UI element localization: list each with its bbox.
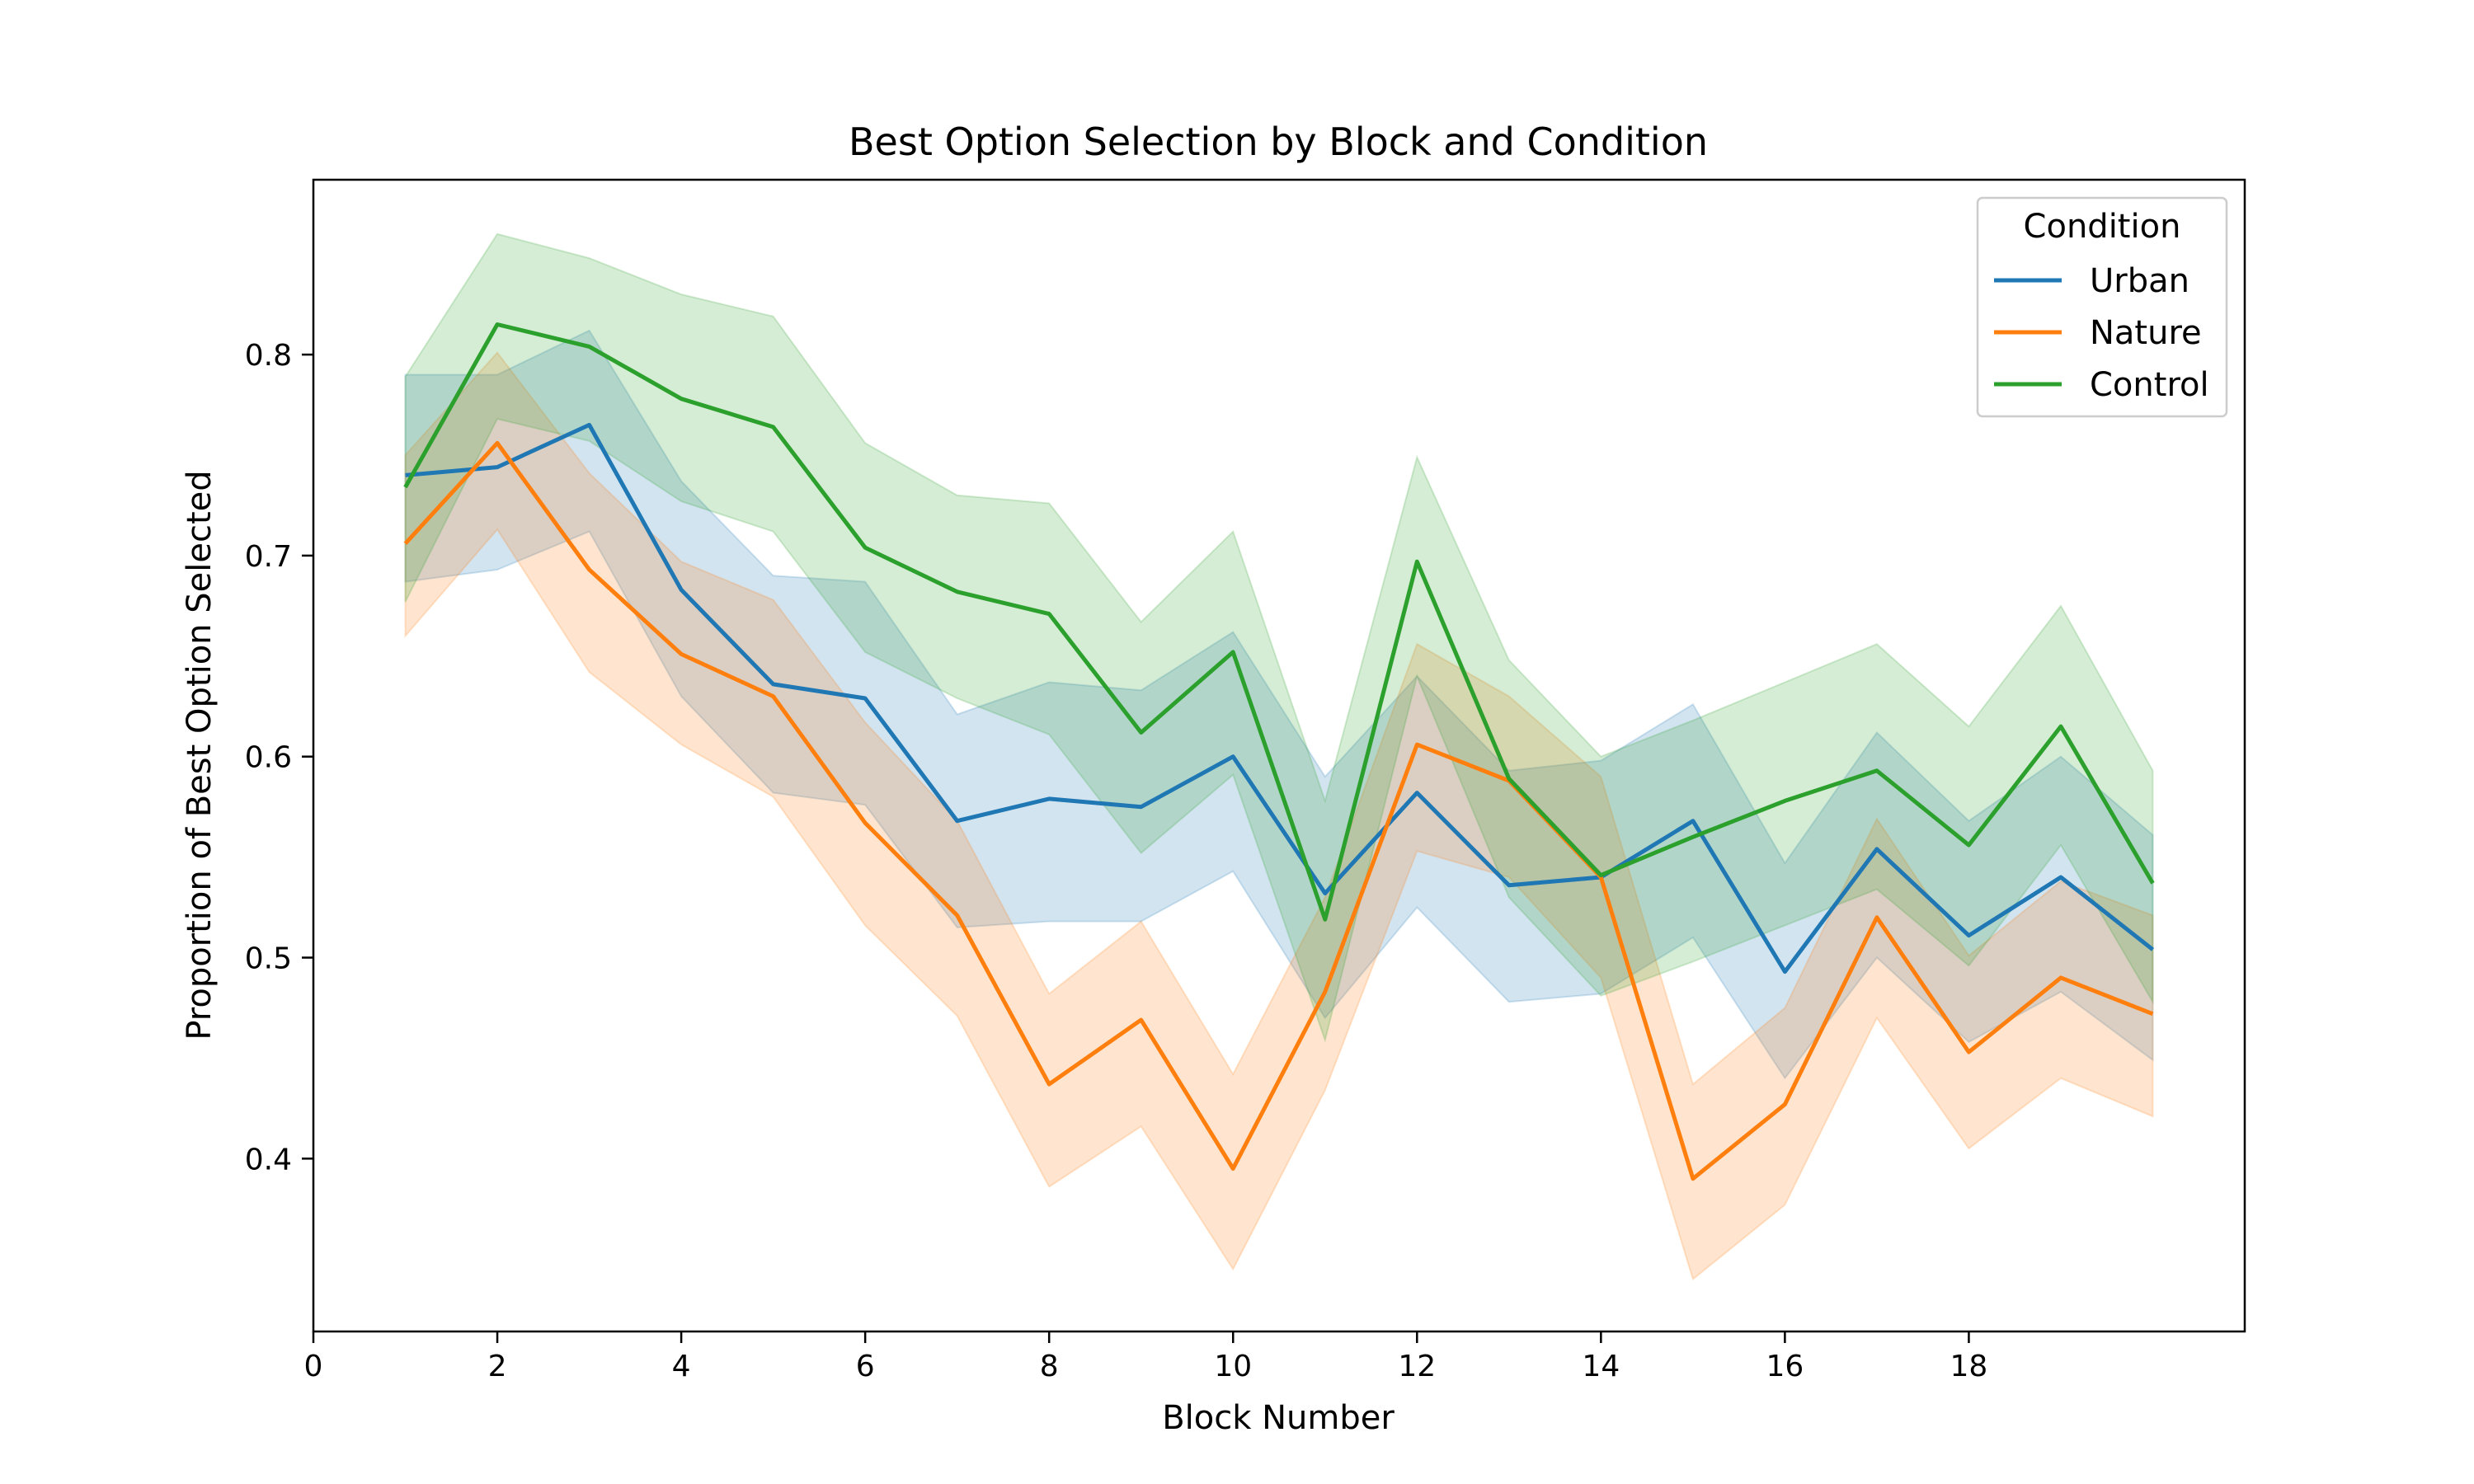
legend-label-nature: Nature: [2090, 314, 2202, 352]
legend-label-urban: Urban: [2090, 262, 2189, 300]
legend-title: Condition: [2024, 208, 2181, 246]
control-confidence-band: [404, 232, 2154, 1043]
y-tick-label: 0.5: [245, 942, 292, 976]
urban-series-line: [405, 422, 2155, 974]
x-tick-label: 2: [488, 1350, 507, 1383]
x-axis-label: Block Number: [1162, 1399, 1395, 1437]
legend: Condition Urban Nature Control: [1976, 196, 2228, 418]
legend-label-control: Control: [2090, 366, 2209, 404]
control-series-line: [403, 322, 2155, 922]
y-tick-label: 0.8: [245, 339, 292, 373]
y-axis-ticks: 0.4 0.5 0.6 0.7 0.8: [245, 339, 313, 1176]
chart-title: Best Option Selection by Block and Condi…: [849, 120, 1708, 164]
x-tick-label: 8: [1040, 1350, 1059, 1383]
x-tick-label: 16: [1766, 1350, 1804, 1383]
x-axis-ticks: 0 2 4 6 8 10 12 14 16 18: [304, 1331, 1988, 1383]
x-tick-label: 10: [1214, 1350, 1252, 1383]
nature-series-line: [403, 440, 2154, 1181]
y-tick-label: 0.6: [245, 741, 292, 775]
x-tick-label: 14: [1582, 1350, 1620, 1383]
x-tick-label: 0: [304, 1350, 323, 1383]
y-tick-label: 0.4: [245, 1143, 292, 1176]
legend-items: Urban Nature Control: [1994, 262, 2209, 404]
nature-confidence-band: [404, 351, 2154, 1281]
x-tick-label: 18: [1950, 1350, 1988, 1383]
x-tick-label: 6: [856, 1350, 875, 1383]
y-tick-label: 0.7: [245, 540, 292, 574]
x-tick-label: 4: [672, 1350, 691, 1383]
y-axis-label: Proportion of Best Option Selected: [181, 470, 219, 1040]
legend-box: [1976, 196, 2228, 418]
series-lines: [403, 322, 2155, 1181]
x-tick-label: 12: [1398, 1350, 1436, 1383]
